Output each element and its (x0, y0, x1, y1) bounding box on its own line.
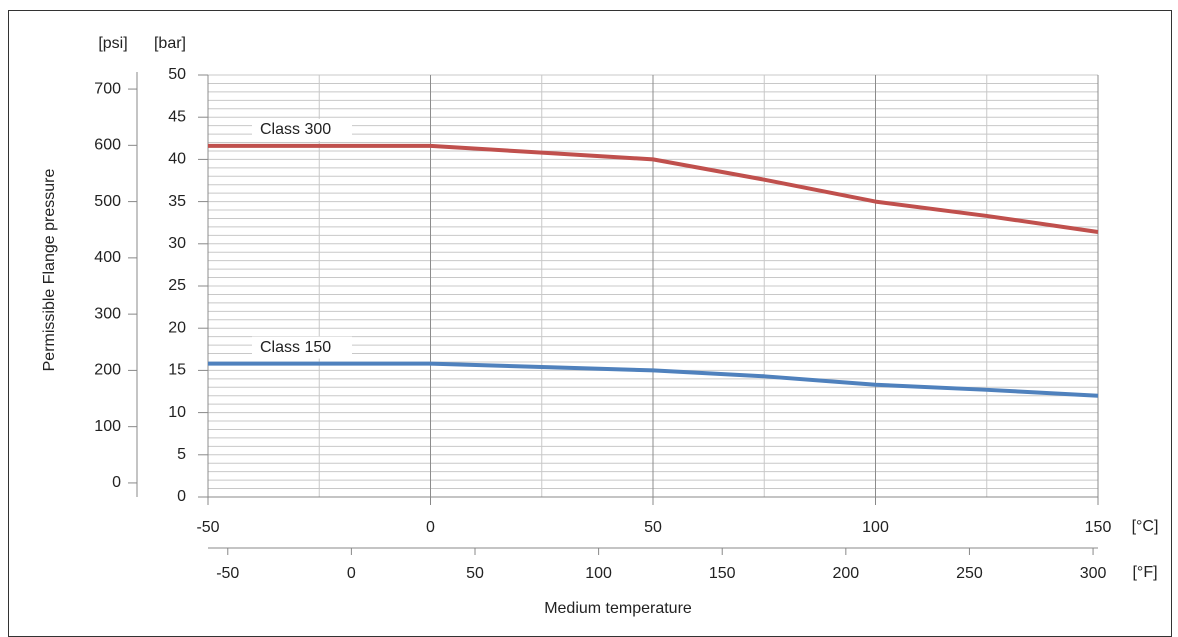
y2-tick-label: 300 (94, 305, 121, 322)
y2-unit: [psi] (98, 35, 127, 52)
series-label: Class 150 (260, 339, 331, 356)
x2-tick-label: 150 (709, 565, 736, 582)
y-tick-label: 0 (177, 488, 186, 505)
y2-tick-label: 100 (94, 418, 121, 435)
x-tick-label: 150 (1085, 519, 1112, 536)
y2-tick-label: 400 (94, 249, 121, 266)
y-tick-label: 20 (168, 319, 186, 336)
y-tick-label: 50 (168, 66, 186, 83)
y-axis-title: Permissible Flange pressure (41, 169, 58, 372)
y-tick-label: 35 (168, 193, 186, 210)
y2-tick-label: 500 (94, 193, 121, 210)
x2-tick-label: 100 (585, 565, 612, 582)
x-unit: [°C] (1132, 518, 1159, 535)
y-unit: [bar] (154, 35, 186, 52)
y-tick-label: 5 (177, 446, 186, 463)
x2-unit: [°F] (1132, 564, 1157, 581)
series-line (208, 143, 1099, 234)
y-tick-label: 30 (168, 235, 186, 252)
y-tick-label: 10 (168, 404, 186, 421)
y-tick-label: 25 (168, 277, 186, 294)
y2-tick-label: 0 (112, 474, 121, 491)
y-tick-label: 40 (168, 151, 186, 168)
x-tick-label: 100 (862, 519, 889, 536)
series-label-bg (252, 118, 352, 141)
y-tick-label: 15 (168, 362, 186, 379)
x2-tick-label: 50 (466, 565, 484, 582)
x-tick-label: 0 (426, 519, 435, 536)
x-tick-label: -50 (196, 519, 219, 536)
x-tick-label: 50 (644, 519, 662, 536)
x2-tick-label: 200 (832, 565, 859, 582)
series-label: Class 300 (260, 121, 331, 138)
x2-tick-label: -50 (216, 565, 239, 582)
y2-tick-label: 600 (94, 137, 121, 154)
x2-tick-label: 300 (1080, 565, 1107, 582)
y2-tick-label: 200 (94, 362, 121, 379)
frame (8, 10, 1172, 637)
y2-tick-label: 700 (94, 80, 121, 97)
series-line (208, 361, 1099, 398)
x-axis-title: Medium temperature (544, 600, 692, 617)
series-label-bg (252, 336, 352, 359)
x2-tick-label: 0 (347, 565, 356, 582)
x2-tick-label: 250 (956, 565, 983, 582)
y-tick-label: 45 (168, 108, 186, 125)
